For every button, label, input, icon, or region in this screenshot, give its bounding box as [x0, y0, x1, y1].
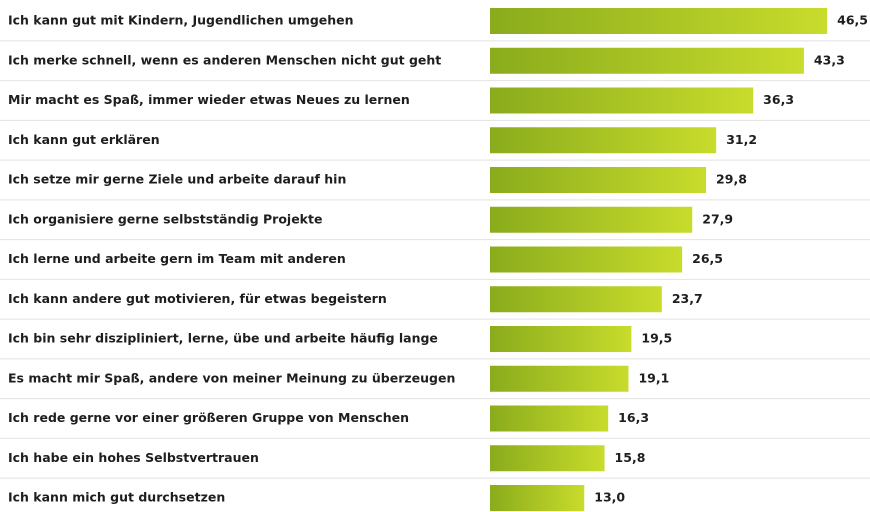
- category-label: Ich setze mir gerne Ziele und arbeite da…: [8, 172, 346, 187]
- value-label: 16,3: [618, 410, 649, 425]
- category-label: Ich merke schnell, wenn es anderen Mensc…: [8, 52, 441, 67]
- bar: [490, 167, 707, 193]
- category-label: Ich kann gut mit Kindern, Jugendlichen u…: [8, 13, 354, 28]
- bar: [490, 47, 804, 74]
- category-label: Ich bin sehr diszipliniert, lerne, übe u…: [8, 331, 438, 346]
- bar: [490, 365, 629, 392]
- category-label: Ich habe ein hohes Selbstvertrauen: [8, 450, 259, 465]
- bar: [490, 87, 754, 114]
- bar: [490, 286, 662, 313]
- value-label: 23,7: [672, 291, 703, 306]
- category-label: Ich kann andere gut motivieren, für etwa…: [8, 291, 387, 306]
- category-label: Ich organisiere gerne selbstständig Proj…: [8, 211, 322, 226]
- value-label: 19,1: [638, 370, 669, 385]
- bar: [490, 326, 632, 352]
- category-label: Mir macht es Spaß, immer wieder etwas Ne…: [8, 92, 410, 107]
- bar: [490, 206, 693, 233]
- value-label: 29,8: [716, 172, 747, 187]
- value-label: 26,5: [692, 251, 723, 266]
- value-label: 15,8: [615, 450, 646, 465]
- category-label: Ich lerne und arbeite gern im Team mit a…: [8, 251, 346, 266]
- value-label: 31,2: [726, 132, 757, 147]
- value-label: 27,9: [702, 211, 733, 226]
- category-label: Ich kann gut erklären: [8, 132, 160, 147]
- bar: [490, 127, 717, 154]
- value-label: 36,3: [763, 92, 794, 107]
- value-label: 13,0: [594, 490, 625, 505]
- value-label: 19,5: [641, 331, 672, 346]
- bar: [490, 8, 828, 34]
- category-label: Ich rede gerne vor einer größeren Gruppe…: [8, 410, 409, 425]
- value-label: 46,5: [837, 13, 868, 28]
- category-label: Es macht mir Spaß, andere von meiner Mei…: [8, 370, 455, 385]
- bar: [490, 405, 609, 432]
- bar: [490, 246, 683, 273]
- bar: [490, 445, 605, 472]
- category-label: Ich kann mich gut durchsetzen: [8, 490, 225, 505]
- bar: [490, 485, 585, 511]
- value-label: 43,3: [814, 52, 845, 67]
